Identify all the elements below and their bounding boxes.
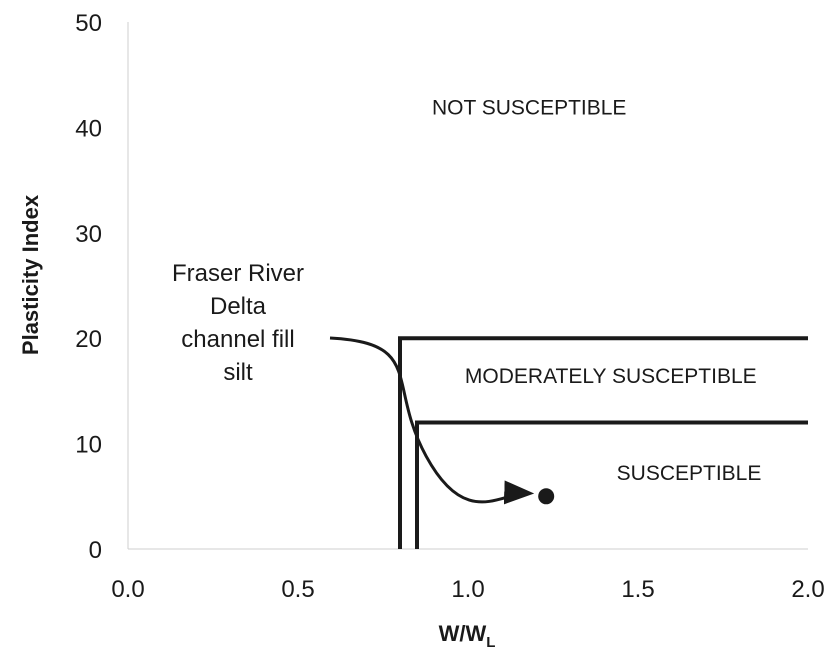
x-axis-label-subscript: L	[486, 634, 495, 651]
region-label-2: SUSCEPTIBLE	[617, 462, 762, 485]
data-points	[538, 488, 555, 505]
y-tick-label: 20	[75, 326, 102, 353]
x-axis-label-main: W/W	[439, 621, 487, 646]
region-label-1: MODERATELY SUSCEPTIBLE	[465, 365, 757, 388]
annotation-line: silt	[223, 359, 253, 386]
y-tick-label: 10	[75, 432, 102, 459]
annotation: Fraser River Delta channel fill silt	[172, 260, 535, 505]
y-tick-label: 30	[75, 221, 102, 248]
x-tick-label: 0.0	[111, 576, 144, 603]
y-axis-label: Plasticity Index	[18, 194, 43, 355]
x-axis-label: W/WL	[439, 621, 496, 651]
annotation-arrow	[329, 336, 535, 505]
x-tick-labels: 0.0 0.5 1.0 1.5 2.0	[111, 576, 824, 603]
susceptibility-boundaries	[398, 336, 808, 549]
y-tick-label: 0	[89, 537, 102, 564]
x-tick-label: 1.0	[451, 576, 484, 603]
y-tick-labels: 0 10 20 30 40 50	[75, 10, 102, 564]
annotation-line: channel fill	[181, 326, 294, 353]
boundary-2	[415, 420, 808, 549]
boundary-1	[398, 336, 808, 549]
plot-area	[127, 22, 808, 550]
annotation-line: Delta	[210, 293, 267, 320]
y-tick-label: 50	[75, 10, 102, 37]
annotation-line: Fraser River	[172, 260, 304, 287]
x-tick-label: 2.0	[791, 576, 824, 603]
region-labels: NOT SUSCEPTIBLE MODERATELY SUSCEPTIBLE SUS…	[432, 96, 761, 485]
x-tick-label: 0.5	[281, 576, 314, 603]
data-point	[538, 488, 555, 505]
y-tick-label: 40	[75, 115, 102, 142]
x-tick-label: 1.5	[621, 576, 654, 603]
region-label-0: NOT SUSCEPTIBLE	[432, 96, 627, 119]
